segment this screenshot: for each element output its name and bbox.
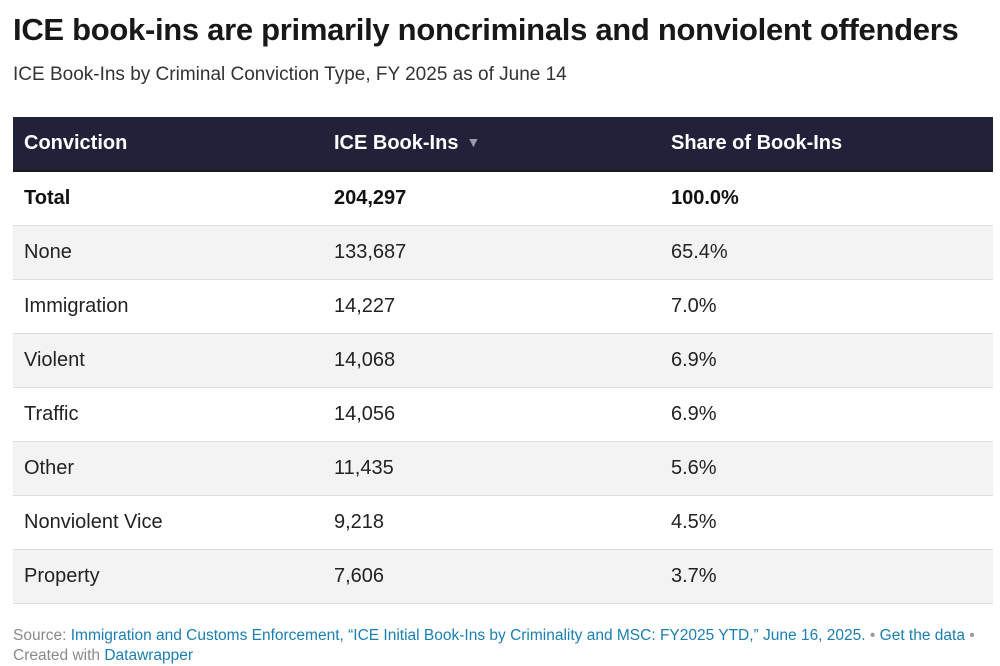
cell-conviction: None xyxy=(13,225,323,280)
cell-book-ins: 14,227 xyxy=(323,279,660,334)
footer-separator: • xyxy=(865,627,880,644)
table-row: Other 11,435 5.6% xyxy=(13,441,993,496)
datawrapper-link[interactable]: Datawrapper xyxy=(104,647,194,664)
data-table: Conviction ICE Book-Ins ▼ Share of Book-I… xyxy=(13,117,993,604)
cell-share: 65.4% xyxy=(660,225,993,280)
cell-book-ins: 133,687 xyxy=(323,225,660,280)
cell-share: 3.7% xyxy=(660,549,993,604)
cell-book-ins: 204,297 xyxy=(323,171,660,226)
cell-conviction: Nonviolent Vice xyxy=(13,495,323,550)
cell-book-ins: 14,068 xyxy=(323,333,660,388)
table-row: Traffic 14,056 6.9% xyxy=(13,387,993,442)
table-row: Immigration 14,227 7.0% xyxy=(13,279,993,334)
cell-share: 5.6% xyxy=(660,441,993,496)
cell-book-ins: 14,056 xyxy=(323,387,660,442)
cell-conviction: Traffic xyxy=(13,387,323,442)
cell-share: 7.0% xyxy=(660,279,993,334)
source-link[interactable]: Immigration and Customs Enforcement, “IC… xyxy=(70,627,866,644)
cell-conviction: Property xyxy=(13,549,323,604)
column-header-book-ins[interactable]: ICE Book-Ins ▼ xyxy=(323,117,660,172)
table-body: Total 204,297 100.0% None 133,687 65.4% Immigr… xyxy=(13,171,993,604)
cell-conviction: Total xyxy=(13,171,323,226)
footer: Source: Immigration and Customs Enforcem… xyxy=(13,626,998,666)
table-row: None 133,687 65.4% xyxy=(13,225,993,280)
credit-label: Created with xyxy=(13,647,105,664)
table-row: Property 7,606 3.7% xyxy=(13,549,993,604)
column-header-conviction[interactable]: Conviction xyxy=(13,117,323,172)
cell-conviction: Immigration xyxy=(13,279,323,334)
chart-subtitle: ICE Book-Ins by Criminal Conviction Type… xyxy=(13,64,567,85)
cell-share: 4.5% xyxy=(660,495,993,550)
table-row: Violent 14,068 6.9% xyxy=(13,333,993,388)
cell-book-ins: 9,218 xyxy=(323,495,660,550)
source-label: Source: xyxy=(13,627,71,644)
table-row: Nonviolent Vice 9,218 4.5% xyxy=(13,495,993,550)
table-header-row: Conviction ICE Book-Ins ▼ Share of Book-I… xyxy=(13,117,993,172)
sort-descending-icon[interactable]: ▼ xyxy=(466,134,481,150)
cell-share: 6.9% xyxy=(660,387,993,442)
chart-title: ICE book-ins are primarily noncriminals … xyxy=(13,12,959,47)
cell-book-ins: 7,606 xyxy=(323,549,660,604)
cell-conviction: Violent xyxy=(13,333,323,388)
get-the-data-link[interactable]: Get the data xyxy=(879,627,965,644)
cell-conviction: Other xyxy=(13,441,323,496)
column-header-share[interactable]: Share of Book-Ins xyxy=(660,117,993,172)
cell-book-ins: 11,435 xyxy=(323,441,660,496)
table-row-total: Total 204,297 100.0% xyxy=(13,171,993,226)
cell-share: 100.0% xyxy=(660,171,993,226)
cell-share: 6.9% xyxy=(660,333,993,388)
footer-separator: • xyxy=(964,627,975,644)
